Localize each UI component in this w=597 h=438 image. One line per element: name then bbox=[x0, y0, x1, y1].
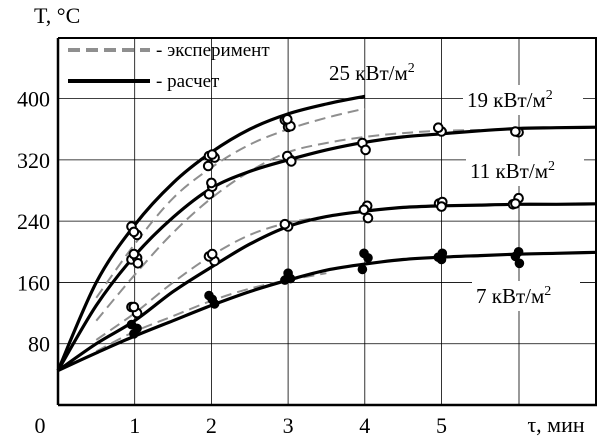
series-2-data-point bbox=[128, 248, 140, 260]
series-3-data-point bbox=[206, 248, 218, 260]
series-4-data-point bbox=[285, 273, 296, 284]
series-3-data-point bbox=[362, 212, 374, 224]
series-4-data-point bbox=[514, 258, 525, 269]
series-4-data-point bbox=[207, 294, 217, 305]
x-tick-label-2: 2 bbox=[206, 413, 217, 438]
series-1-data-point bbox=[128, 226, 140, 238]
series-2-data-point bbox=[360, 144, 371, 156]
legend-experiment-label: - эксперимент bbox=[156, 40, 270, 61]
calculated-curves bbox=[56, 94, 597, 372]
series-1-data-point bbox=[206, 149, 218, 160]
series-2-data-point bbox=[510, 126, 521, 137]
y-tick-label-400: 400 bbox=[17, 87, 50, 112]
experimental-points bbox=[126, 114, 525, 339]
series-3-data-point bbox=[436, 201, 447, 212]
curve-label-background bbox=[472, 281, 580, 311]
series-4-data-point bbox=[357, 264, 368, 275]
legend: - эксперимент - расчет bbox=[68, 40, 270, 92]
tick-labels: 1 2 3 4 5 80 160 240 320 400 bbox=[17, 87, 447, 438]
legend-calc-label: - расчет bbox=[156, 71, 220, 92]
curve-labels: 25 кВт/м2 19 кВт/м2 11 кВт/м2 7 кВт/м2 bbox=[329, 61, 584, 311]
axes bbox=[56, 37, 597, 407]
x-axis-title: τ, мин bbox=[527, 412, 585, 437]
series-3-data-point bbox=[128, 301, 140, 313]
series-1-experiment-curve bbox=[95, 107, 366, 299]
curve-label-4: 7 кВт/м2 bbox=[476, 284, 551, 308]
x-tick-label-4: 4 bbox=[359, 413, 370, 438]
curve-label-background bbox=[466, 156, 584, 186]
x-tick-label-3: 3 bbox=[283, 413, 294, 438]
y-tick-label-320: 320 bbox=[17, 148, 50, 173]
series-2-calculated-curve bbox=[56, 125, 597, 372]
y-tick-label-80: 80 bbox=[28, 332, 50, 357]
series-2-data-point bbox=[433, 122, 444, 133]
series-3-calculated-curve bbox=[57, 202, 597, 372]
curve-label-1: 25 кВт/м2 bbox=[329, 61, 415, 85]
y-tick-label-240: 240 bbox=[17, 209, 50, 234]
series-4-calculated-curve bbox=[57, 250, 597, 372]
series-1-data-point bbox=[282, 114, 293, 125]
y-axis-title: T, °C bbox=[34, 3, 80, 28]
series-3-data-point bbox=[279, 218, 291, 230]
series-2-data-point bbox=[206, 177, 217, 189]
x-tick-label-1: 1 bbox=[129, 413, 140, 438]
series-2-data-point bbox=[202, 160, 214, 172]
series-2-data-point bbox=[286, 156, 297, 167]
curve-label-background bbox=[463, 85, 583, 115]
curve-label-3: 11 кВт/м2 bbox=[470, 159, 555, 183]
origin-label: 0 bbox=[35, 413, 46, 438]
series-3-data-point bbox=[510, 198, 521, 209]
x-tick-label-5: 5 bbox=[436, 413, 447, 438]
series-3-data-point bbox=[358, 204, 370, 215]
series-4-data-point bbox=[433, 252, 444, 263]
curve-label-2: 19 кВт/м2 bbox=[467, 88, 553, 112]
y-tick-label-160: 160 bbox=[17, 270, 50, 295]
series-4-data-point bbox=[363, 253, 373, 263]
series-4-data-point bbox=[129, 329, 139, 339]
plot-frame bbox=[58, 37, 597, 405]
series-2-data-point bbox=[132, 258, 144, 269]
